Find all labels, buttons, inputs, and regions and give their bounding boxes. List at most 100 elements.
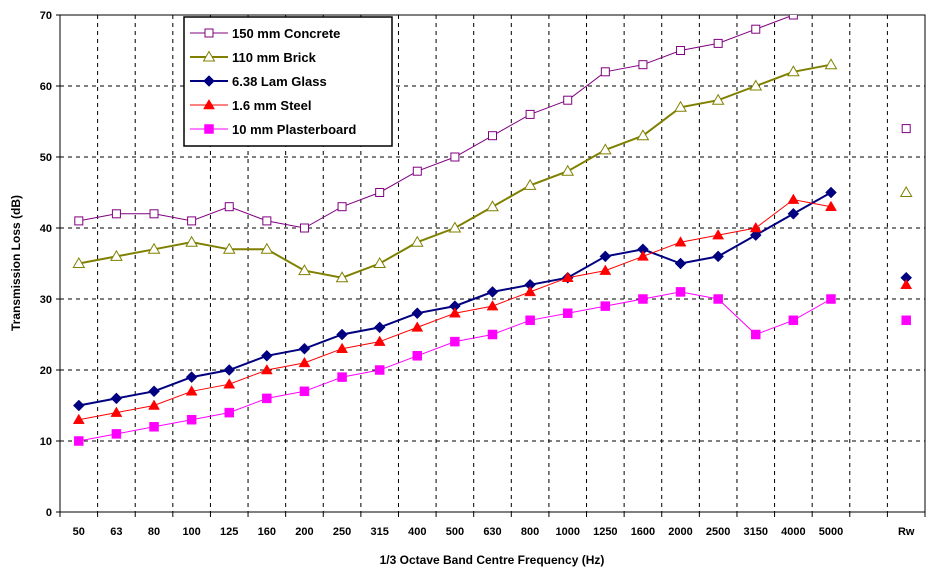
y-tick-label: 70 [40,10,52,22]
data-point [486,200,499,212]
data-point [638,60,648,70]
x-tick-label: 800 [521,526,539,538]
data-point [600,301,611,311]
data-point [824,58,838,70]
data-point [788,315,799,326]
data-point [712,250,725,263]
x-tick-label: 125 [220,526,238,538]
data-point [110,406,123,417]
data-point [186,414,197,425]
data-point [336,328,348,341]
data-point [260,364,273,375]
data-point [486,286,499,298]
data-point [412,351,423,361]
y-tick-label: 40 [40,223,52,235]
data-point [599,264,612,275]
data-point [298,356,311,368]
data-point [563,95,573,105]
data-point [713,294,723,304]
data-point [223,378,236,389]
data-point [185,385,198,396]
data-point [148,385,160,398]
data-point [525,109,535,119]
x-tick-label: 200 [295,526,313,538]
data-point [787,193,800,204]
x-tick-label: 500 [446,526,464,538]
y-tick-label: 10 [40,436,52,448]
data-point [787,65,800,77]
x-axis-ticks: 50 63 80 100 125 160 200 250 315 400 500 630 800 1000… [59,512,926,538]
x-tick-label: 1000 [555,526,579,538]
data-point [713,38,723,48]
x-tick-label: 315 [370,526,388,538]
data-point [224,202,234,212]
data-point [336,342,348,353]
legend-label: 1.6 mm Steel [232,98,312,113]
data-point [712,229,725,240]
x-tick-label: 160 [258,526,276,538]
data-point [637,250,649,261]
data-point [901,124,911,134]
data-point [448,307,461,318]
x-tick-label: 4000 [781,526,805,538]
data-point [523,178,537,190]
data-point [373,335,386,346]
data-point [787,207,800,220]
data-point [899,186,913,197]
x-tick-label: 3150 [744,526,768,538]
data-point [299,223,309,233]
data-point [74,216,84,226]
x-tick-label: Rw [898,526,915,538]
data-point [412,166,422,176]
x-tick-label: 63 [110,526,122,538]
data-point [561,271,574,282]
data-point [224,407,234,418]
data-point [222,242,236,254]
data-point [788,15,798,20]
data-point [111,429,122,439]
data-point [524,285,537,297]
data-point [675,287,686,297]
legend-label: 6.38 Lam Glass [232,74,327,89]
y-axis-ticks: 0 10 20 30 40 50 60 70 [40,10,60,519]
data-point [149,209,159,219]
data-point [262,393,272,404]
y-tick-label: 20 [40,365,52,377]
data-point [525,315,535,326]
data-point [260,349,273,362]
data-point [488,131,497,141]
data-point [674,100,687,112]
data-point [900,278,913,290]
series-110-mm-brick [72,58,913,283]
data-point [825,186,837,199]
data-point [450,152,460,162]
data-point [825,200,837,211]
y-tick-label: 0 [46,507,52,519]
data-point [111,209,121,219]
data-point [826,294,836,304]
legend-label: 110 mm Brick [232,50,317,65]
data-point [901,315,911,326]
data-point [373,257,387,268]
x-tick-label: 50 [73,526,85,538]
data-point [204,124,214,134]
series-layer [72,15,913,446]
data-point [448,221,462,233]
data-point [598,143,612,155]
data-point [260,242,274,254]
data-point [187,216,197,226]
data-point [450,336,460,347]
data-point [262,216,272,226]
data-point [600,67,610,77]
data-point [487,329,498,340]
data-point [148,399,160,410]
data-point [72,399,85,412]
data-point [374,365,385,375]
data-point [110,392,123,405]
legend-label: 150 mm Concrete [232,26,340,41]
data-point [202,50,216,62]
data-point [335,271,349,283]
data-point [74,436,84,446]
x-tick-label: 400 [408,526,426,538]
